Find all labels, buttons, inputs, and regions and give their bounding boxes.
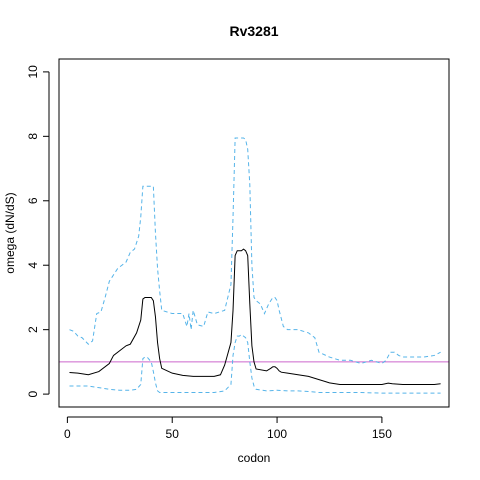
y-axis-label: omega (dN/dS) (3, 192, 17, 273)
y-tick-label: 4 (26, 262, 40, 269)
x-tick-label: 100 (267, 427, 287, 441)
y-axis: 0 2 4 6 8 10 (26, 65, 50, 397)
plot-area (59, 137, 449, 394)
y-tick-label: 6 (26, 197, 40, 204)
chart-title: Rv3281 (229, 23, 278, 39)
series-line-lower (69, 333, 441, 394)
y-tick-label: 0 (26, 390, 40, 397)
y-tick-label: 2 (26, 326, 40, 333)
x-axis-label: codon (238, 451, 271, 465)
series-line-upper (69, 137, 441, 365)
plot-frame (58, 58, 450, 408)
y-tick-label: 8 (26, 133, 40, 140)
x-axis: 0 50 100 150 (64, 416, 392, 441)
series-line-mean (69, 248, 441, 385)
x-tick-label: 150 (372, 427, 392, 441)
x-tick-label: 50 (166, 427, 180, 441)
x-tick-label: 0 (64, 427, 71, 441)
y-tick-label: 10 (26, 65, 40, 79)
